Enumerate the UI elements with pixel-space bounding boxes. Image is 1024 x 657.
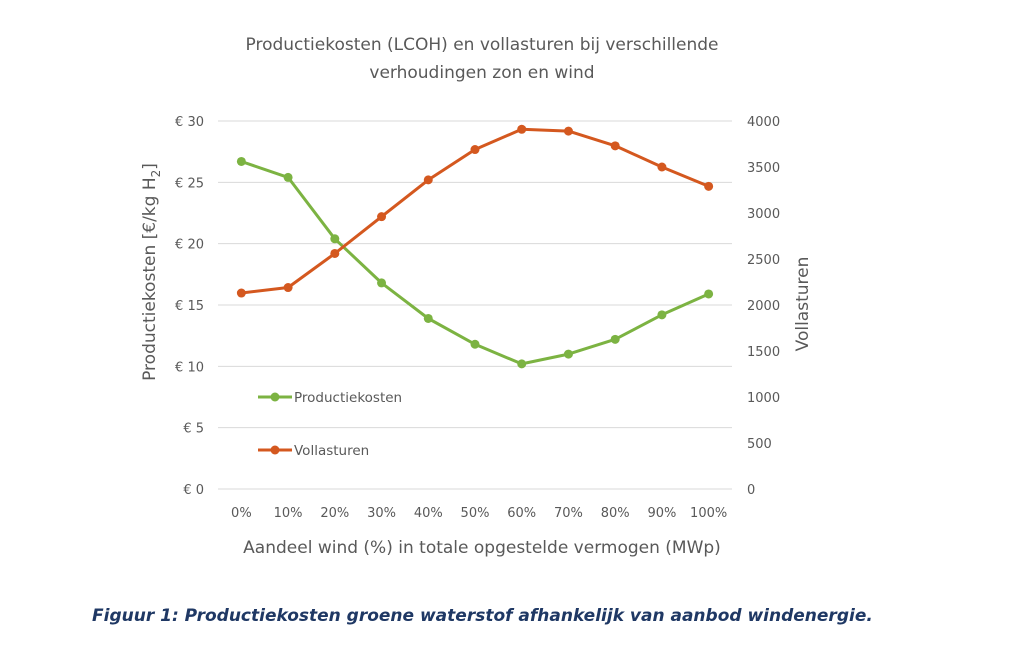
y-right-tick-label: 3000	[747, 207, 780, 222]
x-tick-label: 10%	[274, 506, 303, 521]
data-point-productiekosten	[657, 310, 667, 320]
legend-productiekosten-marker	[270, 392, 280, 402]
x-tick-label: 80%	[601, 506, 630, 521]
data-point-productiekosten	[517, 359, 527, 369]
data-point-productiekosten	[423, 313, 433, 323]
y-right-tick-label: 3500	[747, 161, 780, 176]
data-point-vollasturen	[283, 283, 293, 293]
y-right-tick-label: 4000	[747, 115, 780, 130]
y-right-tick-label: 1500	[747, 345, 780, 360]
data-point-vollasturen	[563, 126, 573, 136]
data-point-productiekosten	[330, 234, 340, 244]
data-point-productiekosten	[377, 278, 387, 288]
data-point-vollasturen	[470, 145, 480, 155]
y-right-tick-label: 2000	[747, 299, 780, 314]
data-point-vollasturen	[657, 162, 667, 172]
data-point-vollasturen	[610, 141, 620, 151]
y-left-tick-label: € 5	[183, 422, 204, 437]
legend-productiekosten-label: Productiekosten	[294, 390, 402, 406]
chart-title-line-1: Productiekosten (LCOH) en vollasturen bi…	[246, 35, 719, 55]
data-point-vollasturen	[330, 248, 340, 258]
x-axis-title: Aandeel wind (%) in totale opgestelde ve…	[243, 538, 721, 558]
legend-vollasturen-marker	[270, 445, 280, 455]
x-tick-label: 0%	[231, 506, 252, 521]
y-axis-left-title-main: Productiekosten [€/kg H	[140, 177, 160, 381]
right-axis-ticks: 0 500 1000 1500 2000 2500 3000 3500 4000	[747, 115, 780, 498]
y-right-tick-label: 2500	[747, 253, 780, 268]
data-point-productiekosten	[563, 349, 573, 359]
y-right-tick-label: 0	[747, 483, 755, 498]
legend-vollasturen-label: Vollasturen	[294, 443, 369, 459]
series-lines	[240, 127, 710, 366]
x-tick-label: 40%	[414, 506, 443, 521]
data-point-productiekosten	[283, 172, 293, 182]
chart-title-line-2: verhoudingen zon en wind	[369, 63, 594, 83]
data-point-productiekosten	[704, 289, 714, 299]
x-tick-label: 20%	[320, 506, 349, 521]
gridlines	[218, 120, 732, 490]
x-tick-label: 70%	[554, 506, 583, 521]
y-left-tick-label: € 0	[183, 483, 204, 498]
y-right-tick-label: 1000	[747, 391, 780, 406]
data-point-productiekosten	[610, 334, 620, 344]
x-axis-ticks: 0% 10% 20% 30% 40% 50% 60% 70% 80% 90% 100%	[231, 506, 727, 521]
y-axis-left-title-subscript: 2	[149, 170, 163, 178]
x-tick-label: 30%	[367, 506, 396, 521]
legend: Productiekosten Vollasturen	[258, 390, 402, 459]
y-axis-left-title: Productiekosten [€/kg H2]	[140, 163, 163, 381]
left-axis-ticks: € 0 € 5 € 10 € 15 € 20 € 25 € 30	[175, 115, 204, 498]
y-right-tick-label: 500	[747, 437, 772, 452]
x-tick-label: 60%	[507, 506, 536, 521]
x-tick-label: 90%	[647, 506, 676, 521]
data-point-vollasturen	[236, 288, 246, 298]
x-tick-label: 50%	[461, 506, 490, 521]
y-left-tick-label: € 15	[175, 299, 204, 314]
series-points	[236, 124, 714, 369]
figure-caption: Figuur 1: Productiekosten groene waterst…	[92, 606, 873, 626]
data-point-vollasturen	[423, 175, 433, 185]
data-point-vollasturen	[704, 181, 714, 191]
chart: Productiekosten (LCOH) en vollasturen bi…	[140, 35, 813, 558]
data-point-vollasturen	[377, 212, 387, 222]
y-left-tick-label: € 30	[175, 115, 204, 130]
data-point-productiekosten	[470, 339, 480, 349]
y-left-tick-label: € 20	[175, 238, 204, 253]
y-left-tick-label: € 25	[175, 176, 204, 191]
x-tick-label: 100%	[690, 506, 727, 521]
y-axis-right-title: Vollasturen	[793, 257, 813, 352]
data-point-vollasturen	[517, 124, 527, 134]
data-point-productiekosten	[236, 156, 246, 166]
y-left-tick-label: € 10	[175, 360, 204, 375]
series-line-productiekosten	[240, 160, 710, 366]
y-axis-left-title-end: ]	[140, 163, 160, 170]
